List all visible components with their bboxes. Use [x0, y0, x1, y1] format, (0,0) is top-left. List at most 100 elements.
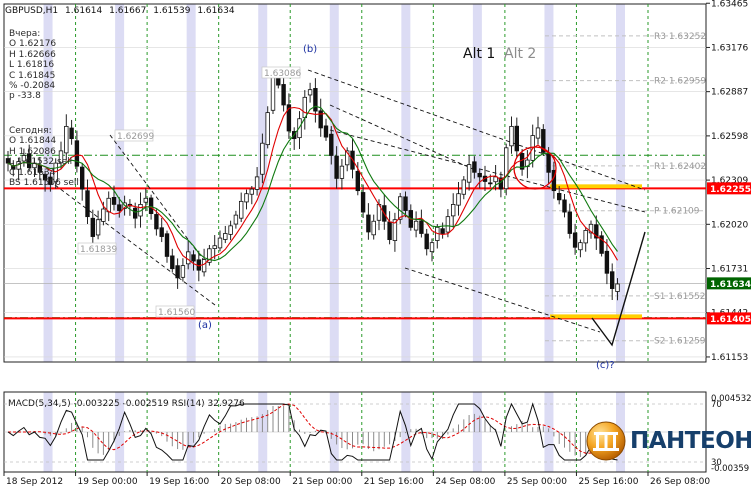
candle-body: [90, 217, 95, 237]
candle-body: [254, 176, 260, 190]
price-tick-label: 1.62598: [711, 132, 748, 142]
time-grid: [75, 4, 649, 472]
candle-body: [318, 110, 323, 129]
channel-line: [404, 267, 601, 333]
candle-body: [599, 235, 604, 254]
candles: [5, 68, 620, 301]
candle-body: [286, 104, 292, 132]
yesterday-high: H 1.62666: [9, 49, 56, 60]
candle-body: [610, 271, 615, 289]
candle-body: [159, 227, 164, 237]
candle-body: [302, 96, 307, 119]
price-note: 1.63086: [264, 69, 301, 79]
candle-body: [419, 220, 424, 234]
candle-body: [360, 192, 366, 213]
open-price: 1.61614: [65, 6, 103, 16]
price-tick-label: 1.61153: [711, 353, 748, 363]
session-band: [401, 4, 411, 362]
time-tick-label: 26 Sep 08:00: [650, 477, 710, 487]
candle-body: [217, 237, 223, 249]
candle-body: [493, 176, 498, 183]
yesterday-stats: Вчера: O 1.62176 H 1.62666 L 1.61816 C 1…: [9, 29, 56, 102]
pivot-label: S1 1.61552: [654, 292, 706, 302]
candle-body: [180, 265, 186, 278]
candle-body: [143, 197, 148, 203]
today-close: C 1.61634: [9, 167, 56, 178]
candle-body: [604, 250, 610, 274]
session-band: [616, 4, 625, 362]
candle-body: [477, 172, 482, 178]
candle-body: [175, 265, 180, 279]
candle-body: [403, 196, 408, 211]
panteon-logo-icon: [586, 421, 626, 461]
macd-rsi: MACD(5,34,5) -0.003225 -0.002519 RSI(14)…: [4, 394, 751, 474]
today-low: L 1.61532 sell: [9, 157, 73, 168]
candle-body: [281, 84, 286, 106]
candle-body: [466, 164, 472, 183]
wave-a-label: (a): [198, 320, 212, 331]
candle-body: [567, 211, 572, 234]
candle-body: [535, 127, 541, 139]
candle-body: [111, 197, 117, 205]
candle-body: [424, 233, 429, 250]
moving-averages: [7, 105, 618, 267]
candle-body: [562, 199, 567, 213]
candle-body: [85, 190, 90, 218]
sma-slow-line: [7, 105, 618, 262]
candle-body: [21, 155, 27, 162]
candle-body: [397, 196, 403, 220]
oscillator-tick-label: 0.004532: [711, 394, 751, 404]
alt1-label: Alt 1: [463, 46, 496, 62]
highlight-circle: [513, 146, 557, 190]
forecast-arrow: [591, 231, 646, 347]
pivot-label: R2 1.62959: [654, 77, 706, 87]
candle-body: [26, 153, 32, 169]
alt2-label: Alt 2: [504, 46, 537, 62]
high-price: 1.61667: [109, 6, 147, 16]
pivot-label: P 1.62109: [654, 207, 700, 217]
candle-body: [101, 208, 106, 222]
macd-signal-line: [8, 403, 618, 454]
pivot-label: R3 1.63252: [654, 32, 706, 42]
current-price-tag: 1.61634: [710, 280, 751, 290]
candle-body: [461, 179, 466, 195]
pivot-label: R1 1.62402: [654, 162, 706, 172]
yesterday-percent: % -0.2084: [9, 81, 56, 92]
yesterday-points: p -33.8: [9, 91, 41, 102]
candle-body: [509, 125, 514, 147]
price-axis: 1.63465 1.63176 1.62887 1.62598 1.62309 1.620…: [706, 0, 751, 363]
session-band: [115, 4, 125, 362]
time-tick-label: 19 Sep 00:00: [78, 477, 138, 487]
price-tick-label: 1.63176: [711, 43, 748, 53]
close-price: 1.61634: [197, 6, 235, 16]
candle-body: [307, 89, 313, 96]
time-tick-label: 25 Sep 16:00: [578, 477, 638, 487]
candle-body: [323, 125, 329, 138]
price-note-box: [261, 66, 301, 79]
candle-body: [413, 220, 419, 231]
price-tick-label: 1.63465: [711, 0, 748, 9]
price-tick-label: 1.61731: [711, 265, 748, 275]
rsi-level-label: 70: [711, 400, 722, 410]
candle-body: [42, 173, 48, 181]
yesterday-low: L 1.61816: [9, 60, 55, 71]
candle-body: [429, 242, 435, 253]
candle-body: [265, 112, 270, 146]
candle-body: [334, 155, 339, 179]
candle-body: [58, 150, 64, 164]
logo-text: ПАНТЕОН: [630, 428, 751, 454]
candle-body: [233, 214, 239, 225]
candle-body: [578, 242, 583, 251]
candle-body: [472, 161, 477, 173]
price-note-box: [77, 242, 117, 255]
time-tick-label: 21 Sep 16:00: [364, 477, 424, 487]
candle-body: [154, 214, 159, 230]
rsi-line: [7, 402, 618, 461]
candle-body: [313, 88, 318, 112]
price-tick-label: 1.62020: [711, 220, 748, 230]
price-note-box: [155, 305, 195, 318]
candle-body: [244, 193, 249, 203]
candle-body: [387, 221, 392, 241]
candle-body: [95, 219, 101, 236]
channel-line: [329, 104, 476, 171]
